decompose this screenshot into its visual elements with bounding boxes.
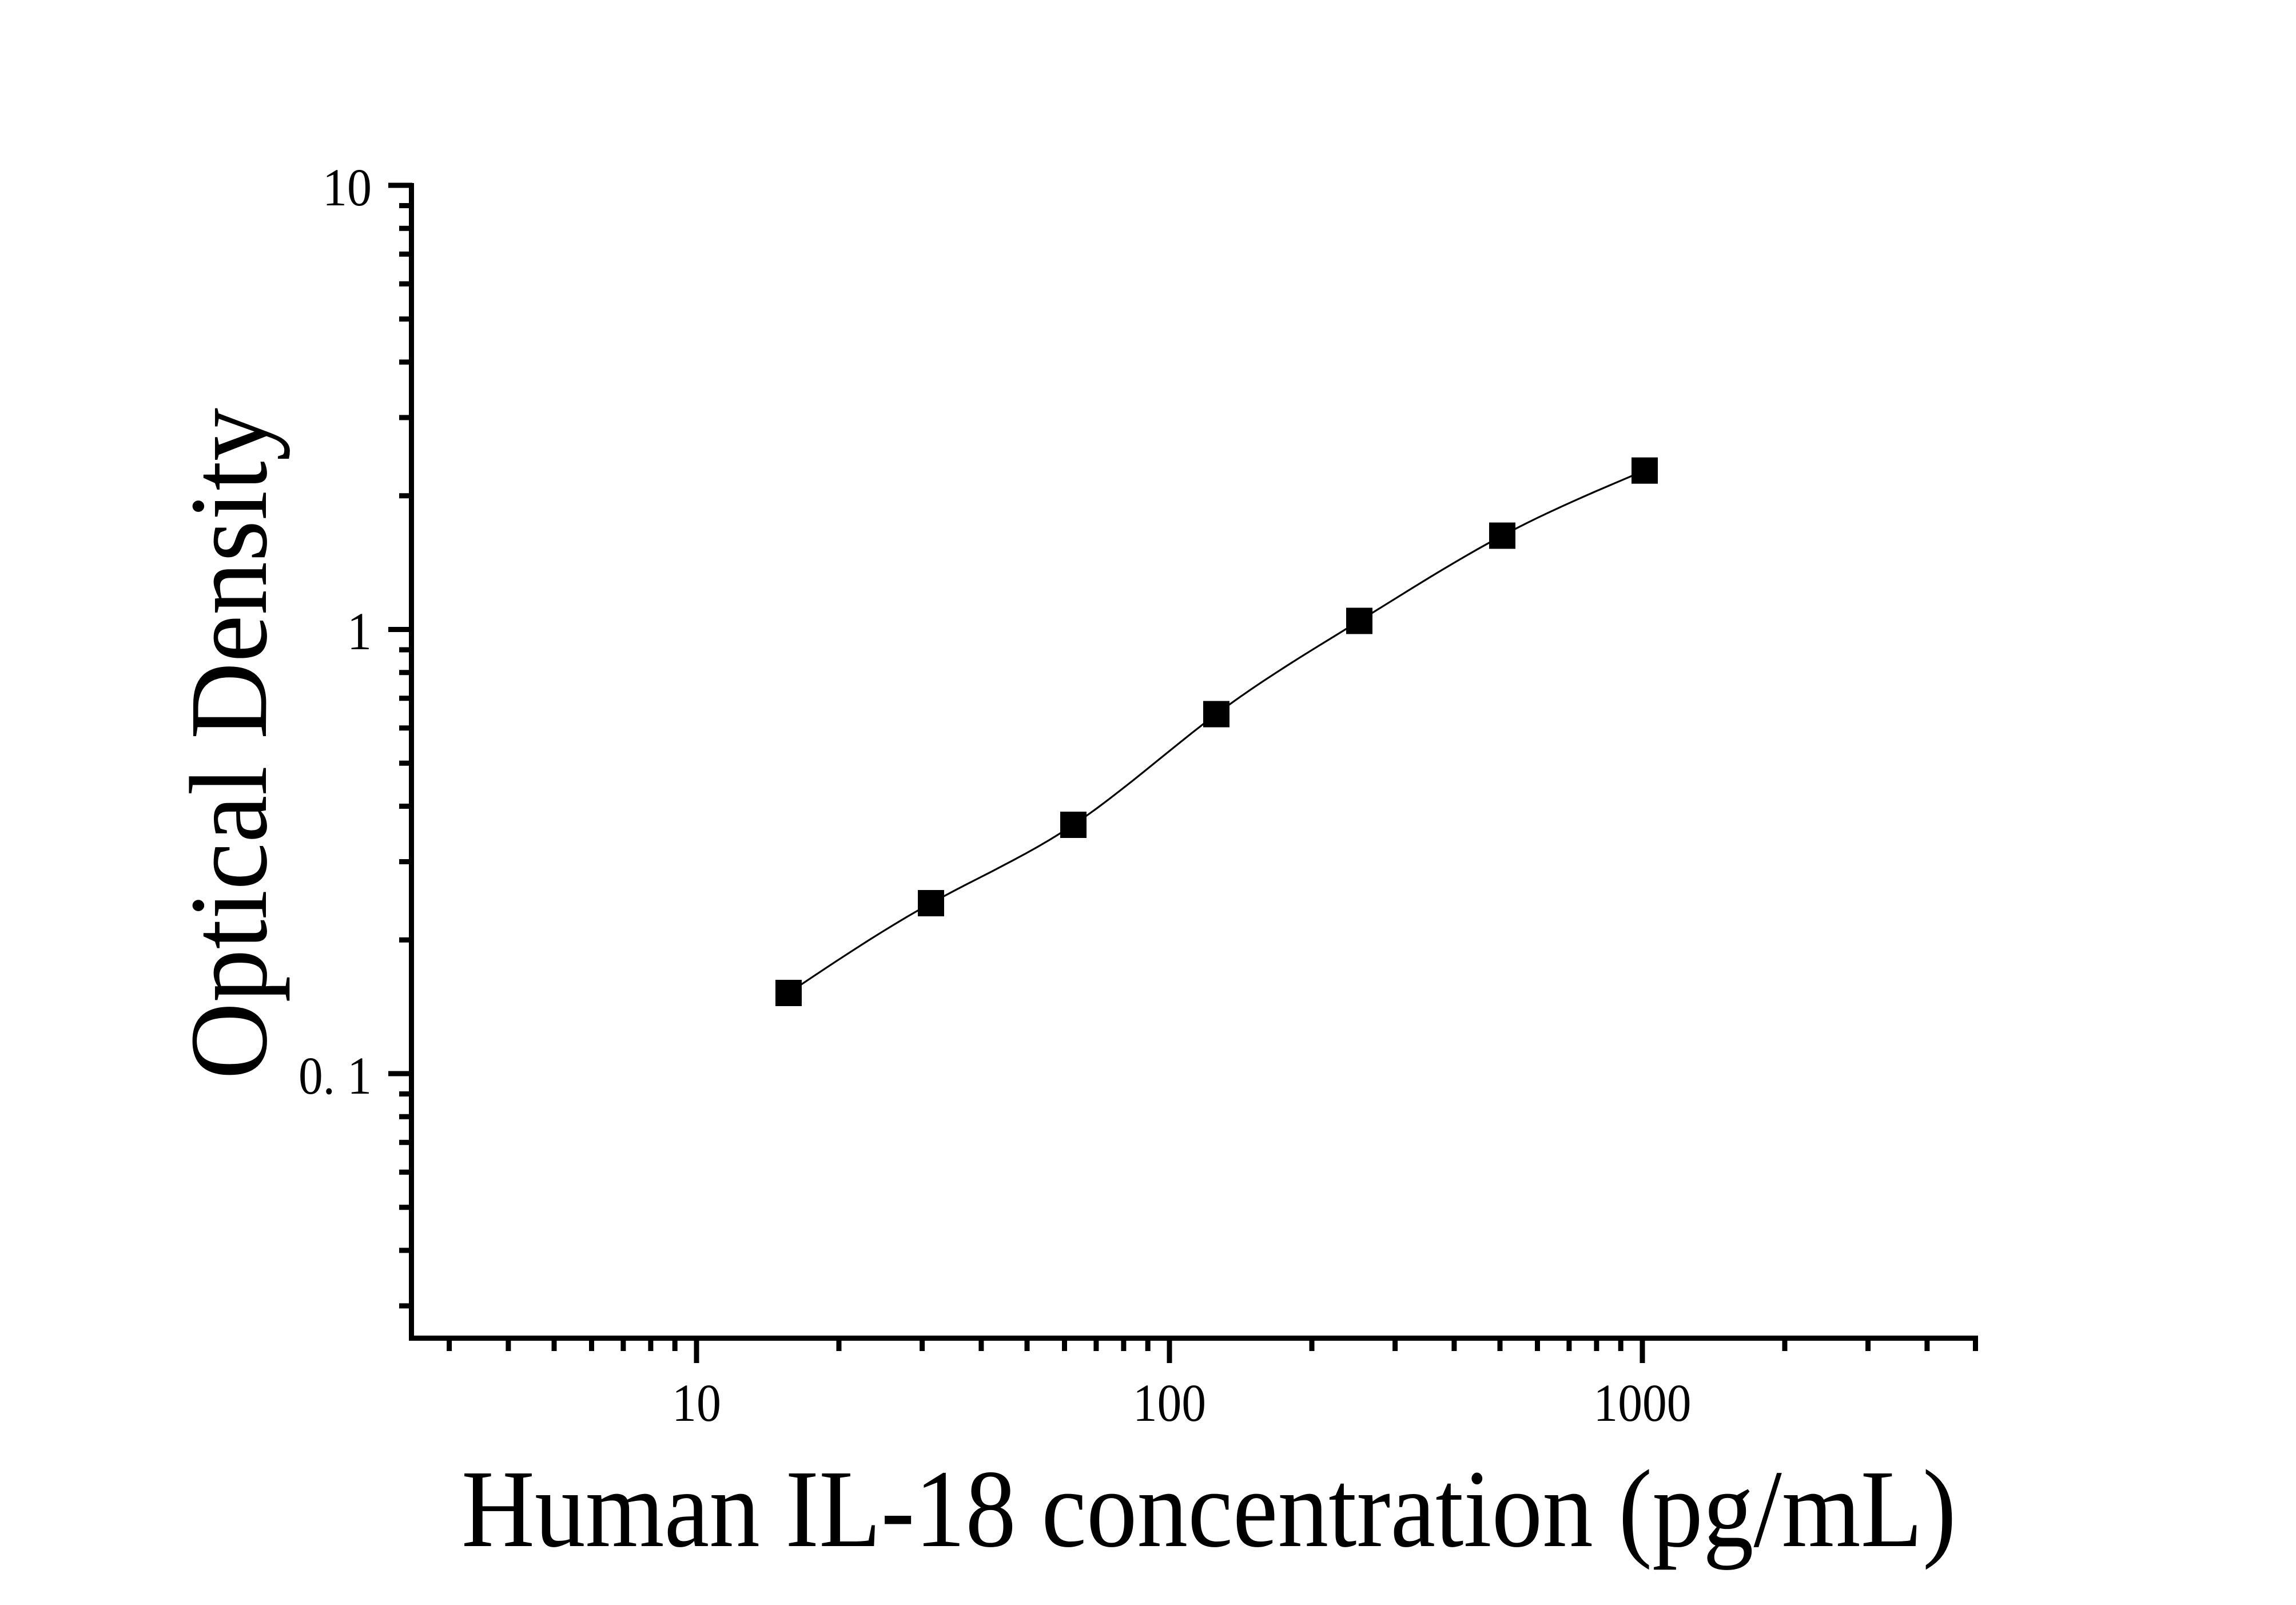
svg-text:Human IL-18 concentration (pg/: Human IL-18 concentration (pg/mL) (461, 1447, 1956, 1571)
svg-text:100: 100 (1133, 1374, 1206, 1433)
svg-text:1: 1 (347, 602, 372, 661)
svg-text:10: 10 (672, 1374, 721, 1433)
svg-text:10: 10 (323, 158, 372, 217)
svg-text:1000: 1000 (1594, 1374, 1692, 1433)
svg-text:0. 1: 0. 1 (299, 1047, 372, 1106)
svg-text:Optical Density: Optical Density (167, 408, 291, 1079)
